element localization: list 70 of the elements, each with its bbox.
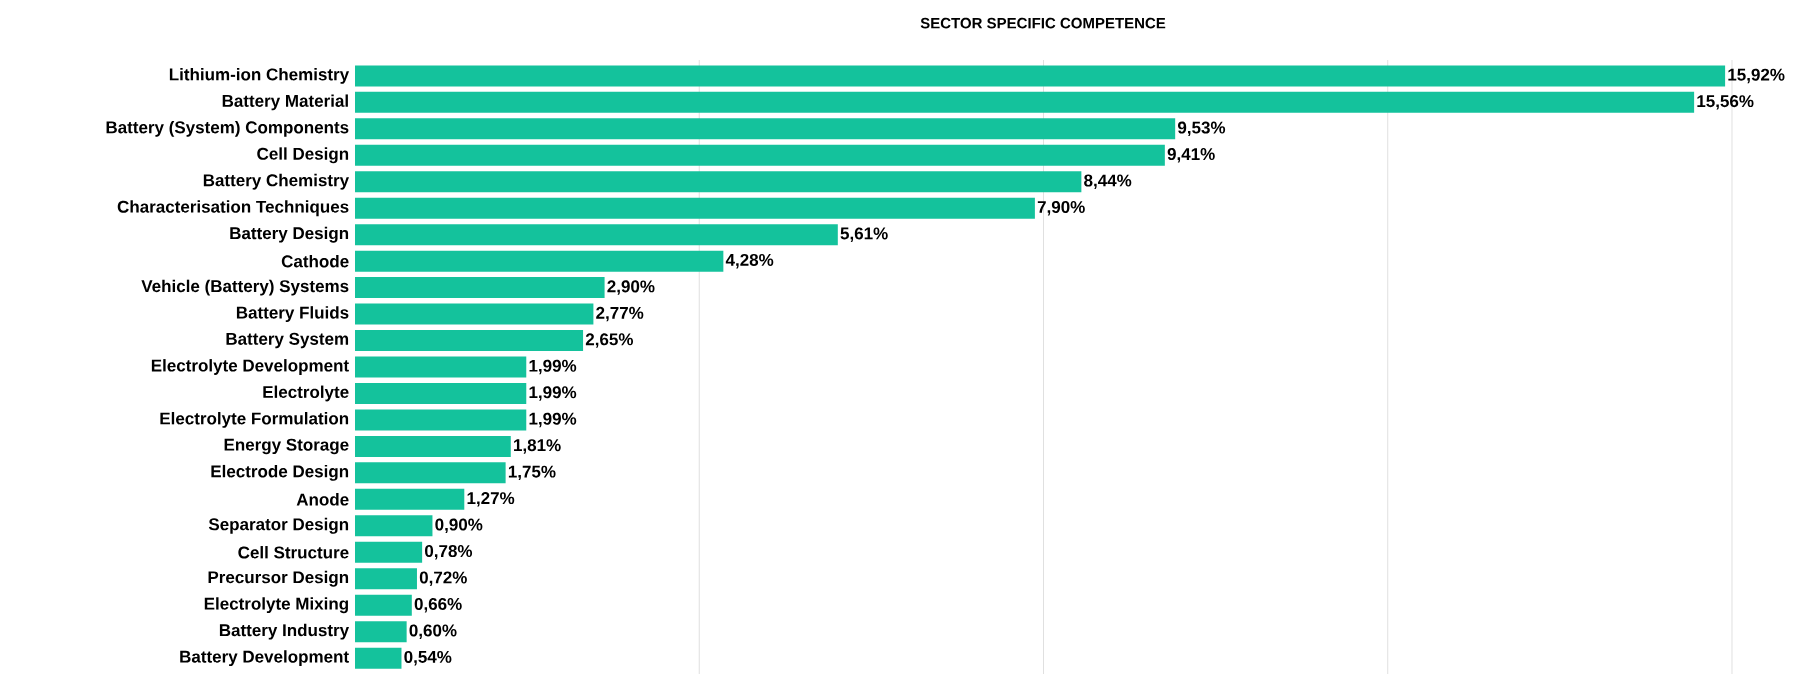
bar [355, 144, 1165, 166]
y-tick-label: Battery System [226, 332, 349, 349]
y-tick-label: Battery Material [222, 94, 348, 111]
y-tick-label: Battery Fluids [236, 306, 349, 322]
bar [355, 594, 412, 616]
data-label: 15,56% [1697, 95, 1754, 110]
y-tick-label: Electrode Design [211, 464, 349, 481]
data-label: 4,28% [725, 253, 774, 269]
y-tick-label: Separator Design [208, 517, 349, 534]
data-label: 2,90% [607, 280, 655, 295]
bar [355, 303, 594, 325]
bar [355, 382, 527, 404]
bar [355, 277, 605, 299]
bar [355, 224, 838, 246]
y-tick-label: Characterisation Techniques [117, 200, 349, 217]
y-tick-label: Electrolyte Mixing [204, 597, 348, 614]
data-label: 1,99% [529, 412, 577, 428]
bar [355, 462, 506, 484]
y-tick-label: Cathode [281, 254, 349, 268]
data-label: 15,92% [1728, 68, 1785, 84]
data-label: 0,66% [414, 597, 462, 613]
y-tick-label: Cell Structure [238, 546, 349, 559]
bar [355, 515, 433, 537]
data-label: 7,90% [1037, 200, 1085, 216]
chart-title: SECTOR SPECIFIC COMPETENCE [920, 17, 1166, 29]
y-tick-label: Vehicle (Battery) Systems [141, 279, 349, 296]
data-label: 5,61% [840, 227, 888, 242]
bar [355, 118, 1176, 140]
data-label: 2,65% [585, 333, 634, 348]
data-label: 1,81% [514, 439, 561, 454]
bar [355, 647, 402, 669]
data-label: 1,99% [529, 386, 577, 401]
data-label: 9,53% [1177, 121, 1226, 137]
bar [355, 409, 527, 431]
y-tick-label: Lithium-ion Chemistry [169, 67, 350, 84]
bar [355, 568, 417, 590]
y-tick-label: Energy Storage [224, 438, 349, 455]
data-label: 9,41% [1167, 148, 1215, 163]
data-label: 0,78% [425, 545, 473, 560]
y-tick-label: Electrolyte Development [151, 359, 349, 375]
data-label: 0,72% [419, 571, 467, 586]
bar [355, 621, 407, 643]
bar [355, 435, 511, 457]
bar [355, 250, 724, 272]
bar [355, 488, 465, 510]
data-label: 0,90% [435, 518, 483, 534]
y-tick-label: Cell Design [257, 147, 349, 164]
y-tick-label: Precursor Design [208, 570, 349, 587]
y-tick-label: Battery Industry [219, 623, 350, 640]
bar [355, 65, 1726, 87]
bar [355, 330, 584, 352]
bar [355, 171, 1082, 193]
y-tick-label: Battery Design [230, 226, 349, 243]
y-tick-label: Battery Development [180, 650, 349, 667]
y-tick-label: Battery Chemistry [203, 173, 350, 190]
data-label: 2,77% [596, 306, 644, 322]
bar [355, 91, 1695, 113]
bar [355, 541, 423, 563]
data-label: 0,54% [404, 650, 452, 666]
bar [355, 356, 527, 378]
data-label: 1,99% [529, 359, 577, 375]
bar [355, 197, 1035, 219]
data-label: 0,60% [409, 624, 457, 639]
y-tick-label: Battery (System) Components [106, 120, 349, 137]
y-tick-label: Electrolyte Formulation [160, 412, 349, 428]
data-label: 8,44% [1084, 174, 1132, 189]
data-label: 1,75% [508, 465, 556, 481]
y-tick-label: Electrolyte [263, 385, 349, 402]
y-tick-label: Anode [296, 493, 349, 506]
data-label: 1,27% [467, 492, 515, 507]
